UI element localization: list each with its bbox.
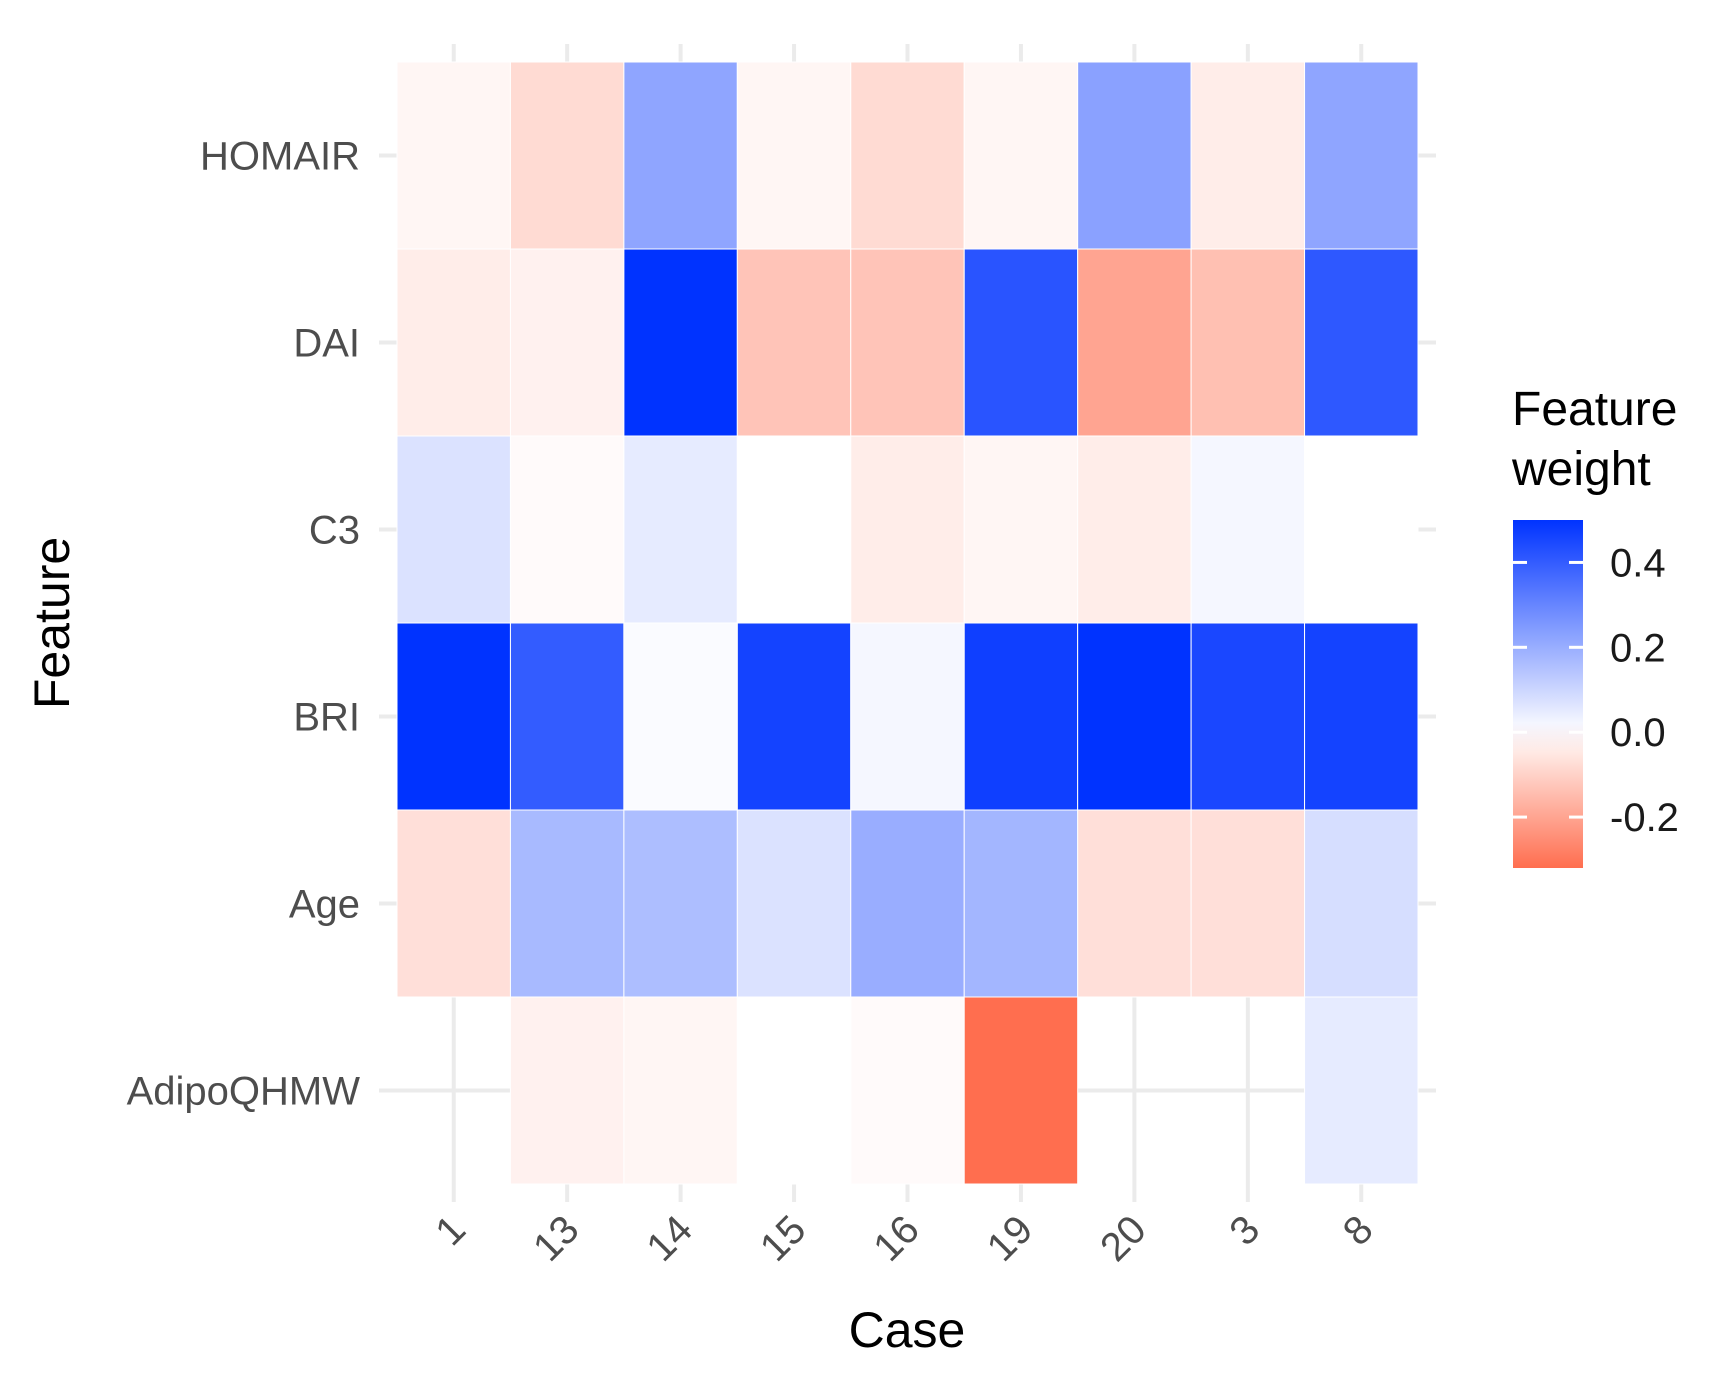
x-axis-title: Case: [849, 1302, 966, 1358]
heatmap-tile: [1077, 435, 1192, 624]
heatmap-tile: [736, 248, 852, 437]
heatmap-tile: [509, 622, 625, 811]
x-tick-label: 1: [427, 1207, 474, 1254]
heatmap-tiles: [396, 61, 1419, 1185]
heatmap-tile: [509, 435, 625, 624]
legend-tick-label: 0.0: [1610, 711, 1666, 755]
heatmap-tile: [850, 996, 965, 1185]
heatmap-tile: [509, 61, 625, 250]
heatmap-tile: [623, 622, 738, 811]
heatmap-tile: [850, 61, 965, 250]
heatmap-tile: [1077, 248, 1192, 437]
x-tick-label: 3: [1221, 1207, 1268, 1254]
legend-ticks: 0.4 0.2 0.0 -0.2: [1513, 541, 1679, 840]
heatmap-tile: [623, 435, 738, 624]
heatmap-tile: [1304, 809, 1419, 998]
heatmap-tile: [396, 809, 511, 998]
heatmap-tile: [736, 996, 852, 1185]
x-axis-ticks: 1 13 14 15 16 19 20 3 8: [427, 1207, 1381, 1270]
heatmap-tile: [736, 435, 852, 624]
heatmap-tile: [1190, 248, 1306, 437]
heatmap-tile: [623, 61, 738, 250]
y-tick-label: BRI: [293, 696, 360, 740]
heatmap-tile: [623, 809, 738, 998]
legend-tick-label: 0.2: [1610, 626, 1666, 670]
heatmap-tile: [850, 435, 965, 624]
y-axis-ticks: HOMAIR DAI C3 BRI Age AdipoQHMW: [127, 135, 361, 1114]
heatmap-tile: [963, 996, 1079, 1185]
x-tick-label: 13: [525, 1207, 588, 1270]
heatmap-tile: [509, 248, 625, 437]
x-tick-label: 16: [865, 1207, 928, 1270]
y-axis-title: Feature: [24, 537, 80, 709]
x-tick-label: 15: [752, 1207, 815, 1270]
heatmap-tile: [1304, 996, 1419, 1185]
heatmap-tile: [1077, 809, 1192, 998]
y-tick-label: Age: [289, 883, 360, 927]
heatmap-tile: [850, 248, 965, 437]
heatmap-tile: [623, 996, 738, 1185]
heatmap-tile: [396, 61, 511, 250]
legend-tick-label: -0.2: [1610, 796, 1679, 840]
heatmap-tile: [1304, 435, 1419, 624]
y-tick-label: DAI: [293, 322, 360, 366]
heatmap-tile: [1304, 61, 1419, 250]
heatmap-tile: [963, 248, 1079, 437]
heatmap-tile: [1077, 622, 1192, 811]
y-tick-label: AdipoQHMW: [127, 1070, 361, 1114]
legend-title-line-1: Feature: [1512, 383, 1677, 436]
heatmap-tile: [850, 622, 965, 811]
heatmap-tile: [963, 61, 1079, 250]
heatmap-tile: [850, 809, 965, 998]
heatmap-tile: [963, 622, 1079, 811]
heatmap-tile: [396, 435, 511, 624]
heatmap-tile: [396, 248, 511, 437]
heatmap-tile: [396, 622, 511, 811]
legend-color-bar: [1513, 520, 1583, 868]
y-tick-label: HOMAIR: [200, 135, 360, 179]
heatmap-tile: [1190, 622, 1306, 811]
color-legend: Feature weight 0.4 0.2 0.0 -0.2: [1511, 383, 1679, 868]
x-tick-label: 8: [1335, 1207, 1382, 1254]
heatmap-tile: [1190, 809, 1306, 998]
heatmap-tile: [963, 809, 1079, 998]
heatmap-tile: [509, 809, 625, 998]
x-tick-label: 14: [638, 1207, 701, 1270]
heatmap-tile: [1304, 248, 1419, 437]
heatmap-tile: [509, 996, 625, 1185]
y-tick-label: C3: [309, 509, 360, 553]
heatmap-tile: [623, 248, 738, 437]
legend-tick-label: 0.4: [1610, 541, 1666, 585]
legend-title-line-2: weight: [1511, 443, 1651, 496]
x-tick-label: 19: [979, 1207, 1042, 1270]
heatmap-tile: [1304, 622, 1419, 811]
heatmap-tile: [736, 622, 852, 811]
heatmap-tile: [736, 61, 852, 250]
heatmap-tile: [1190, 61, 1306, 250]
heatmap-tile: [736, 809, 852, 998]
x-tick-label: 20: [1092, 1207, 1155, 1270]
heatmap-tile: [1190, 435, 1306, 624]
heatmap-tile: [1077, 61, 1192, 250]
heatmap-tile: [963, 435, 1079, 624]
